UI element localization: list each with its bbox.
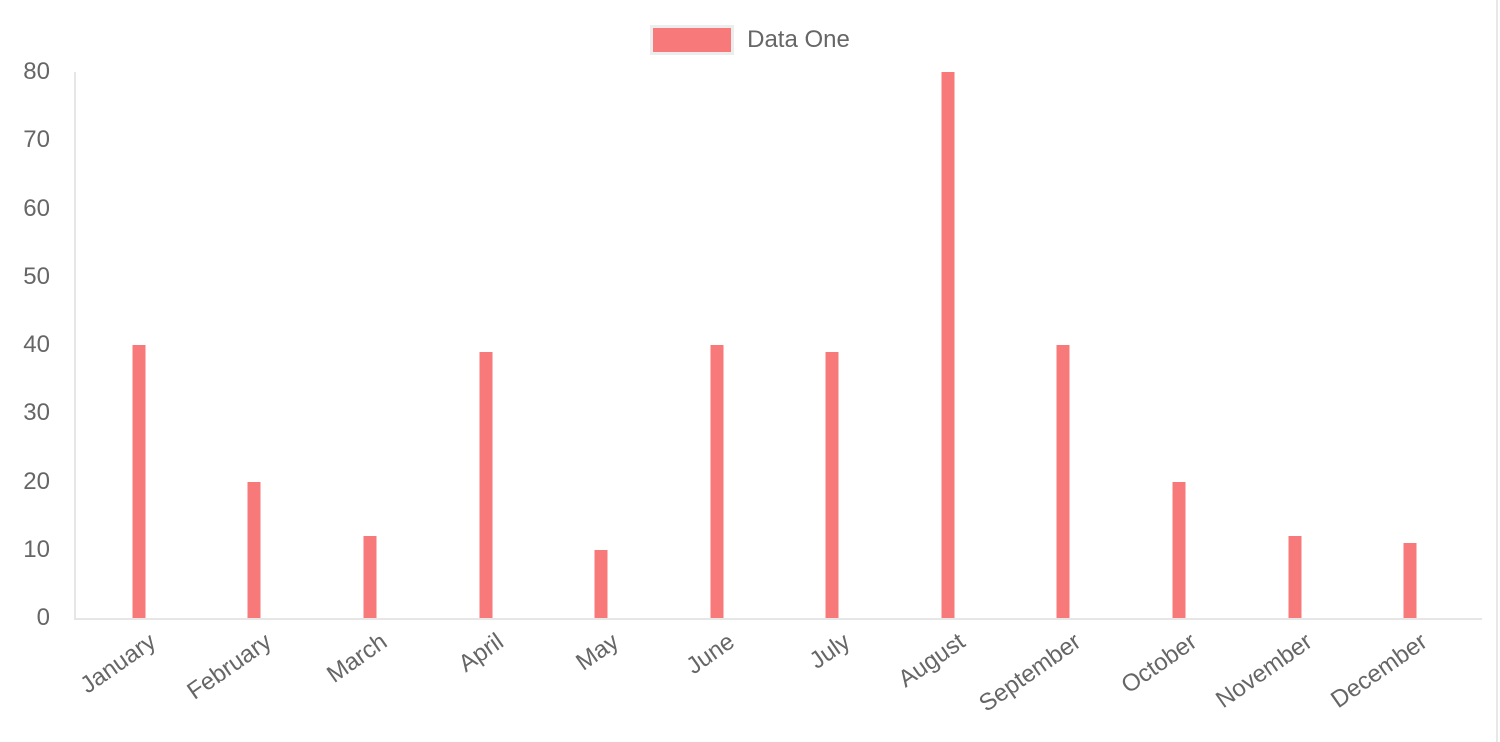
x-axis-tick-label: July bbox=[804, 628, 855, 675]
x-axis-tick-label: September bbox=[974, 628, 1086, 718]
legend-item-data-one[interactable]: Data One bbox=[650, 25, 850, 55]
plot-area: January February March April May June July Augu… bbox=[74, 72, 1482, 717]
bar-august[interactable] bbox=[941, 72, 955, 618]
bar-november[interactable] bbox=[1288, 536, 1302, 618]
x-axis-tick-label: December bbox=[1326, 628, 1433, 714]
bar-july[interactable] bbox=[825, 351, 839, 618]
y-axis-tick-label: 80 bbox=[23, 58, 50, 85]
x-axis-tick-label: January bbox=[75, 628, 162, 700]
chart-legend: Data One bbox=[0, 25, 1500, 55]
bar-september[interactable] bbox=[1056, 345, 1070, 618]
legend-label: Data One bbox=[747, 26, 850, 53]
y-axis-tick-label: 60 bbox=[23, 194, 50, 222]
x-axis: January February March April May June July Augu… bbox=[76, 618, 1468, 742]
y-axis-tick-label: 10 bbox=[23, 535, 50, 563]
bar-february[interactable] bbox=[247, 481, 261, 618]
y-axis-tick-label: 20 bbox=[23, 467, 50, 495]
x-axis-tick-label: May bbox=[570, 628, 624, 677]
bar-december[interactable] bbox=[1403, 542, 1417, 618]
bar-april[interactable] bbox=[479, 351, 493, 618]
x-axis-tick-label: April bbox=[453, 628, 509, 678]
x-axis-tick-label: August bbox=[893, 628, 971, 693]
x-axis-tick-label: June bbox=[681, 628, 740, 680]
x-axis-tick-label: November bbox=[1210, 628, 1318, 714]
y-axis: 0 10 20 30 40 50 60 70 80 bbox=[0, 58, 50, 631]
y-axis-tick-label: 70 bbox=[23, 126, 50, 154]
bar-june[interactable] bbox=[710, 345, 724, 618]
x-axis-tick-label: October bbox=[1116, 628, 1202, 700]
x-axis-tick-label: March bbox=[322, 628, 393, 689]
container-right-border bbox=[1496, 0, 1498, 742]
y-axis-tick-label: 40 bbox=[23, 331, 50, 358]
bar-may[interactable] bbox=[594, 549, 608, 618]
bar-october[interactable] bbox=[1172, 481, 1186, 618]
y-axis-tick-label: 0 bbox=[36, 604, 50, 631]
bar-march[interactable] bbox=[363, 536, 377, 618]
bar-january[interactable] bbox=[132, 345, 146, 618]
y-axis-tick-label: 30 bbox=[23, 399, 50, 427]
y-axis-tick-label: 50 bbox=[23, 262, 50, 290]
legend-swatch bbox=[650, 25, 735, 55]
x-axis-tick-label: February bbox=[182, 628, 277, 706]
bars-layer bbox=[81, 72, 1468, 618]
